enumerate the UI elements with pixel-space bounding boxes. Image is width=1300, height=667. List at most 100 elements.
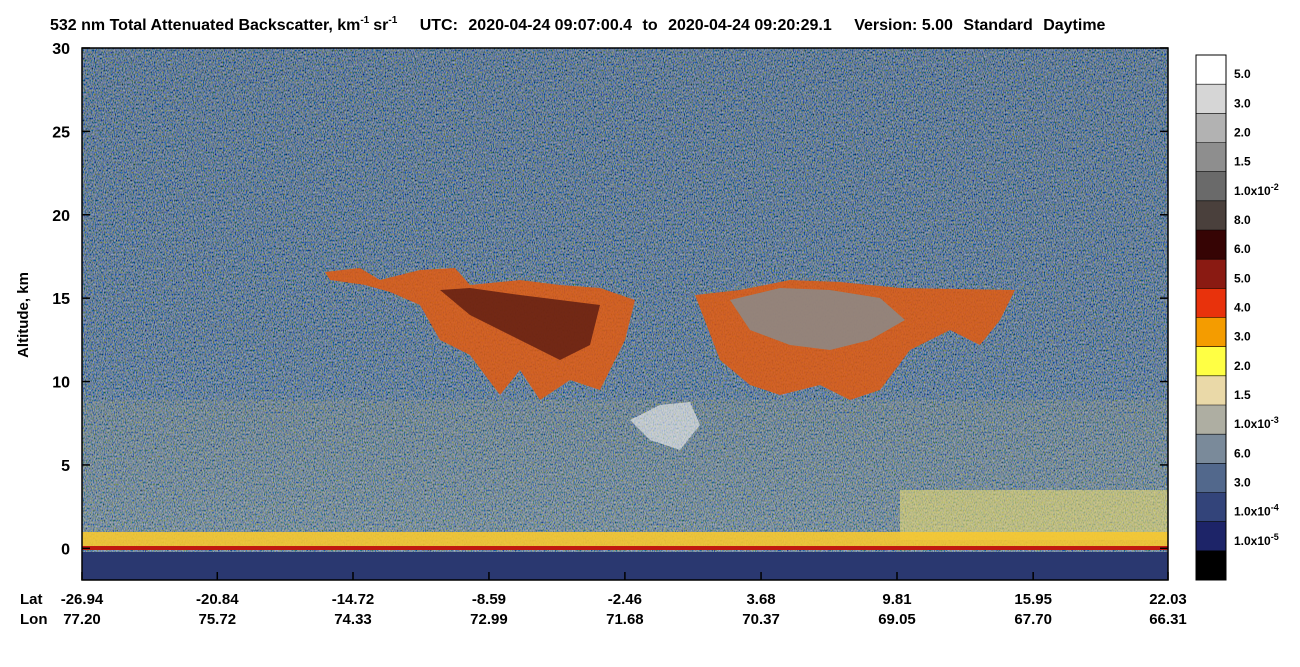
colorbar-label-exponent: -3 [1271, 415, 1279, 425]
x-tick-label: -14.72 [332, 591, 375, 608]
colorbar-swatch [1196, 405, 1226, 435]
colorbar-label-text: 1.0x10 [1234, 417, 1271, 431]
colorbar-label: 5.0 [1234, 67, 1251, 81]
lon-tick-label: 74.33 [334, 611, 372, 628]
colorbar-swatch [1196, 113, 1226, 143]
colorbar-label-text: 1.5 [1234, 155, 1251, 169]
colorbar-label-text: 2.0 [1234, 126, 1251, 140]
aerosol-layer [900, 490, 1168, 540]
colorbar-label-text: 5.0 [1234, 271, 1251, 285]
x-tick-label: -26.94 [61, 591, 104, 608]
colorbar-label-text: 1.0x10 [1234, 505, 1271, 519]
surface-layer [82, 532, 1168, 546]
colorbar-label: 1.0x10-5 [1234, 532, 1279, 548]
title-utc: UTC: [420, 17, 458, 34]
title-text: 532 nm Total Attenuated Backscatter, km [50, 17, 360, 34]
plot-image [81, 47, 1169, 581]
colorbar-label-text: 1.0x10 [1234, 534, 1271, 548]
y-axis-label: Altitude, km [15, 272, 32, 358]
colorbar-swatch [1196, 492, 1226, 523]
colorbar-label-text: 4.0 [1234, 301, 1251, 315]
colorbar-label: 5.0 [1234, 271, 1251, 285]
title-end: 2020-04-24 09:20:29.1 [668, 17, 832, 34]
colorbar-label: 6.0 [1234, 446, 1251, 460]
colorbar-swatch [1196, 463, 1226, 493]
x-tick-label: 15.95 [1014, 591, 1052, 608]
title-to: to [643, 17, 658, 34]
title-start: 2020-04-24 09:07:00.4 [468, 17, 632, 34]
colorbar-swatch [1196, 171, 1226, 202]
colorbar-label-text: 8.0 [1234, 213, 1251, 227]
cloud-core [440, 288, 600, 360]
cloud [630, 402, 700, 450]
colorbar-swatch [1196, 142, 1226, 173]
lat-label: Lat [20, 591, 43, 608]
y-tick-label: 25 [52, 124, 70, 141]
colorbar-label: 1.5 [1234, 155, 1251, 169]
lon-tick-label: 72.99 [470, 611, 508, 628]
colorbar-label-text: 3.0 [1234, 96, 1251, 110]
x-tick-label: -20.84 [196, 591, 239, 608]
y-tick-label: 20 [52, 208, 70, 225]
colorbar-label: 6.0 [1234, 242, 1251, 256]
lon-label: Lon [20, 611, 48, 628]
colorbar-label-text: 1.5 [1234, 388, 1251, 402]
colorbar-label-text: 1.0x10 [1234, 184, 1271, 198]
colorbar-label: 4.0 [1234, 301, 1251, 315]
title-text: sr [373, 17, 388, 34]
colorbar-swatch [1196, 230, 1226, 260]
colorbar-swatch [1196, 55, 1226, 85]
colorbar-label-text: 3.0 [1234, 330, 1251, 344]
colorbar-label: 2.0 [1234, 359, 1251, 373]
title-daynight: Daytime [1043, 17, 1105, 34]
x-tick-label: 3.68 [746, 591, 775, 608]
colorbar-swatch [1196, 521, 1226, 552]
lon-tick-label: 70.37 [742, 611, 780, 628]
colorbar-label-text: 6.0 [1234, 242, 1251, 256]
x-tick-label: 22.03 [1149, 591, 1187, 608]
x-tick-label: 9.81 [882, 591, 911, 608]
surface-line [82, 546, 1168, 550]
x-tick-label: -2.46 [608, 591, 642, 608]
lon-tick-label: 69.05 [878, 611, 916, 628]
colorbar-label-text: 3.0 [1234, 476, 1251, 490]
colorbar-swatch [1196, 434, 1226, 464]
colorbar-swatch [1196, 550, 1226, 581]
colorbar-label: 3.0 [1234, 96, 1251, 110]
colorbar-swatch [1196, 317, 1226, 348]
title-version: Version: 5.00 [854, 17, 953, 34]
colorbar-label-exponent: -5 [1271, 532, 1279, 542]
colorbar-label: 8.0 [1234, 213, 1251, 227]
cloud-core [730, 288, 905, 350]
title-sup: -1 [360, 15, 369, 26]
colorbar-label-exponent: -4 [1271, 503, 1279, 513]
colorbar-label-exponent: -2 [1271, 182, 1279, 192]
colorbar-label-text: 6.0 [1234, 446, 1251, 460]
lon-tick-label: 77.20 [63, 611, 101, 628]
colorbar-label: 3.0 [1234, 330, 1251, 344]
x-tick-label: -8.59 [472, 591, 506, 608]
colorbar-label: 1.0x10-4 [1234, 503, 1279, 519]
title-mode: Standard [963, 17, 1032, 34]
y-tick-label: 15 [52, 291, 70, 308]
lon-tick-label: 66.31 [1149, 611, 1187, 628]
y-tick-label: 30 [52, 41, 70, 58]
colorbar-label-text: 2.0 [1234, 359, 1251, 373]
colorbar-label: 1.0x10-3 [1234, 415, 1279, 431]
colorbar-label: 2.0 [1234, 126, 1251, 140]
lon-tick-label: 71.68 [606, 611, 644, 628]
colorbar-swatch [1196, 346, 1226, 377]
colorbar-swatch [1196, 259, 1226, 289]
chart-title: 532 nm Total Attenuated Backscatter, km-… [50, 10, 1106, 34]
colorbar-label: 1.0x10-2 [1234, 182, 1279, 198]
y-tick-label: 0 [61, 541, 70, 558]
colorbar-swatch [1196, 200, 1226, 231]
title-sup: -1 [388, 15, 397, 26]
colorbar-swatch [1196, 84, 1226, 114]
colorbar-label: 3.0 [1234, 476, 1251, 490]
colorbar-swatch [1196, 288, 1226, 318]
colorbar-swatch [1196, 375, 1226, 406]
lon-tick-label: 75.72 [199, 611, 237, 628]
colorbar-label-text: 5.0 [1234, 67, 1251, 81]
